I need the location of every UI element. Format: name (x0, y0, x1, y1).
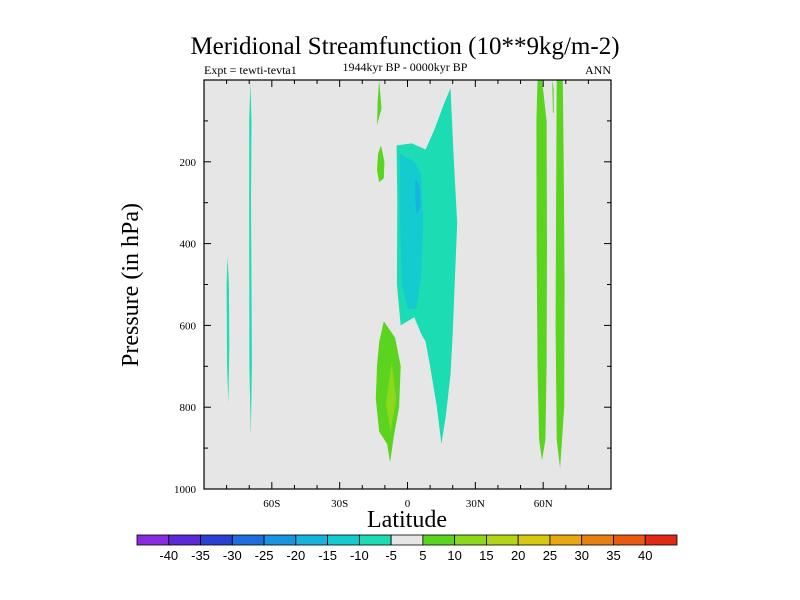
colorbar-swatch (295, 534, 328, 546)
x-axis-label: Latitude (367, 507, 447, 533)
contour-northern-band-a (536, 80, 547, 461)
colorbar-swatch (613, 534, 646, 546)
colorbar-label: -15 (318, 548, 337, 563)
colorbar: -40 -35 -30 -25 -20 -15 -10 -5 5 10 15 20 25 30 35 40 (136, 534, 678, 563)
colorbar-label: 15 (479, 548, 493, 563)
y-tick-label: 800 (180, 402, 197, 414)
x-tick-label: 0 (405, 498, 411, 510)
contour-upper-south-positive-blob (377, 145, 385, 183)
x-tick-label: 60N (534, 498, 553, 510)
y-tick-label: 1000 (174, 484, 197, 496)
x-tick-label: 60S (263, 498, 280, 510)
colorbar-swatch (231, 534, 265, 546)
contour-tropical-core-negative (415, 178, 421, 215)
colorbar-swatch (517, 534, 551, 546)
colorbar-label: 5 (419, 548, 426, 563)
colorbar-label: -40 (159, 548, 178, 563)
colorbar-label: 40 (638, 548, 652, 563)
contour-far-south-band (226, 255, 230, 404)
colorbar-label: -25 (255, 548, 274, 563)
contour-southern-thin-band (249, 82, 252, 436)
contour-northern-band-b (555, 80, 565, 469)
colorbar-label: 25 (543, 548, 557, 563)
colorbar-swatch (549, 534, 583, 546)
colorbar-label: 20 (511, 548, 525, 563)
colorbar-swatch (644, 534, 678, 546)
x-tick-label: 30N (466, 498, 485, 510)
colorbar-label: -10 (350, 548, 369, 563)
x-tick-label: 30S (331, 498, 348, 510)
y-tick-label: 400 (180, 239, 197, 251)
chart-subtitle: 1944kyr BP - 0000kyr BP (343, 60, 468, 74)
contour-northern-narrow-strip (552, 80, 554, 113)
y-tick-label: 200 (180, 157, 197, 169)
colorbar-swatch (263, 534, 297, 546)
colorbar-swatch (422, 534, 456, 546)
colorbar-label: 30 (574, 548, 588, 563)
colorbar-label: -5 (385, 548, 397, 563)
colorbar-swatch (327, 534, 360, 546)
contour-lower-south-positive-core (386, 362, 397, 432)
y-axis-label: Pressure (in hPa) (118, 203, 144, 367)
season-label: ANN (585, 63, 611, 77)
experiment-label: Expt = tewti-tevta1 (204, 63, 297, 77)
colorbar-swatch (390, 534, 424, 546)
colorbar-swatch (486, 534, 519, 546)
colorbar-swatch (168, 534, 201, 546)
y-axis-ticks: 200 400 600 800 1000 (174, 120, 611, 496)
colorbar-swatch (358, 534, 392, 546)
y-tick-label: 600 (180, 320, 197, 332)
contour-upper-south-positive-strip (377, 80, 382, 125)
colorbar-swatch (200, 534, 233, 546)
colorbar-label: -35 (191, 548, 210, 563)
colorbar-swatch (136, 534, 170, 546)
contour-regions (226, 80, 565, 469)
colorbar-label: 35 (606, 548, 620, 563)
colorbar-label: -30 (223, 548, 242, 563)
colorbar-swatch (454, 534, 487, 546)
colorbar-label: -20 (286, 548, 305, 563)
x-axis-ticks: 60S 30S 0 30N 60N (203, 80, 612, 510)
colorbar-swatch (581, 534, 614, 546)
chart-title: Meridional Streamfunction (10**9kg/m-2) (190, 33, 619, 60)
contour-tropical-inner-negative (399, 153, 424, 309)
colorbar-label: 10 (447, 548, 461, 563)
